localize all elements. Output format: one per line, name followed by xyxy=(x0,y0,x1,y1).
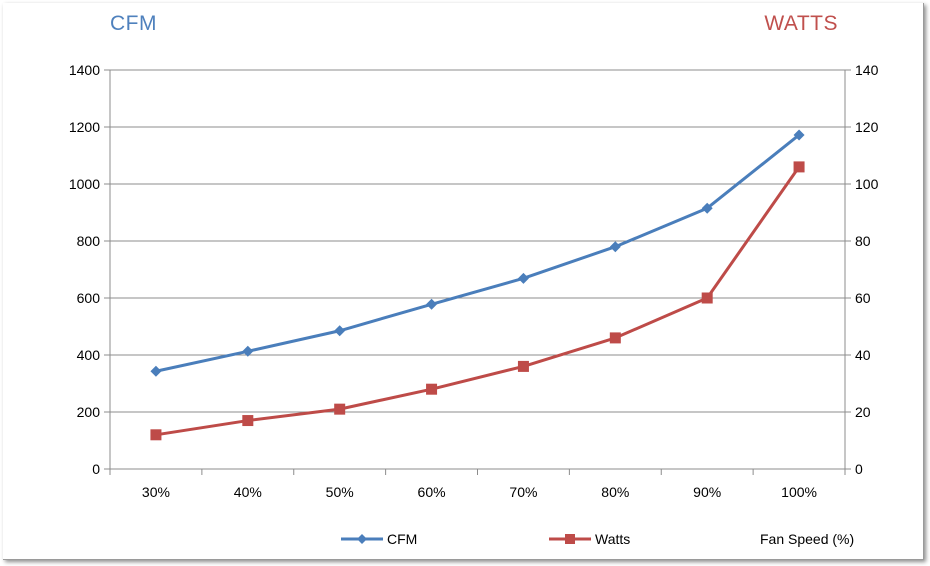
left-tick-label: 1000 xyxy=(69,176,100,192)
chart-frame: CFM WATTS 0 200 400 600 800 1000 1200 1400 0 20 4… xyxy=(3,3,924,560)
cfm-point xyxy=(793,129,805,141)
watts-point xyxy=(701,292,713,304)
cfm-point xyxy=(334,325,346,337)
cfm-point xyxy=(426,298,438,310)
right-tick-label: 20 xyxy=(855,404,871,420)
cfm-point xyxy=(517,272,529,284)
left-axis-title: CFM xyxy=(110,12,157,35)
x-tick-label: 70% xyxy=(509,484,537,500)
legend: CFM Watts Fan Speed (%) xyxy=(341,531,854,547)
x-axis-title: Fan Speed (%) xyxy=(760,531,854,547)
series-watts xyxy=(150,161,805,441)
gridlines xyxy=(110,69,845,413)
left-tick-label: 1200 xyxy=(69,119,100,135)
watts-point xyxy=(793,161,805,173)
watts-line xyxy=(155,166,801,437)
x-tick-label: 100% xyxy=(781,484,817,500)
watts-point xyxy=(517,360,529,372)
right-axis-title: WATTS xyxy=(764,12,838,35)
x-axis-ticks: 30% 40% 50% 60% 70% 80% 90% 100% xyxy=(142,484,817,500)
series-cfm xyxy=(150,129,805,377)
legend-cfm-label: CFM xyxy=(387,531,417,547)
watts-point xyxy=(334,403,346,415)
cfm-point xyxy=(701,202,713,214)
right-tick-label: 40 xyxy=(855,347,871,363)
x-tick-label: 50% xyxy=(326,484,354,500)
watts-point xyxy=(609,332,621,344)
x-tick-label: 80% xyxy=(601,484,629,500)
x-tick-label: 30% xyxy=(142,484,170,500)
right-tick-label: 100 xyxy=(855,176,879,192)
x-tick-label: 60% xyxy=(418,484,446,500)
left-tick-label: 600 xyxy=(77,290,101,306)
x-tick-label: 90% xyxy=(693,484,721,500)
left-axis-ticks: 0 200 400 600 800 1000 1200 1400 xyxy=(69,62,100,477)
legend-cfm-marker xyxy=(357,534,367,544)
right-tick-label: 140 xyxy=(855,62,879,78)
series-layer xyxy=(150,129,805,441)
right-tick-label: 0 xyxy=(855,461,863,477)
cfm-point xyxy=(150,365,162,377)
cfm-point xyxy=(609,241,621,253)
cfm-point xyxy=(242,345,254,357)
x-tick-label: 40% xyxy=(234,484,262,500)
line-chart: CFM WATTS 0 200 400 600 800 1000 1200 1400 0 20 4… xyxy=(69,12,879,547)
left-tick-label: 800 xyxy=(77,233,101,249)
left-tick-label: 0 xyxy=(92,461,100,477)
right-tick-label: 80 xyxy=(855,233,871,249)
left-tick-label: 1400 xyxy=(69,62,100,78)
left-tick-label: 400 xyxy=(77,347,101,363)
right-tick-label: 60 xyxy=(855,290,871,306)
cfm-line xyxy=(155,133,800,373)
right-axis-ticks: 0 20 40 60 80 100 120 140 xyxy=(855,62,879,477)
watts-point xyxy=(426,383,438,395)
legend-watts-label: Watts xyxy=(595,531,630,547)
legend-watts-marker xyxy=(565,534,575,544)
right-tick-label: 120 xyxy=(855,119,879,135)
watts-point xyxy=(242,415,254,427)
watts-point xyxy=(150,429,162,441)
axes xyxy=(104,69,851,475)
left-tick-label: 200 xyxy=(77,404,101,420)
